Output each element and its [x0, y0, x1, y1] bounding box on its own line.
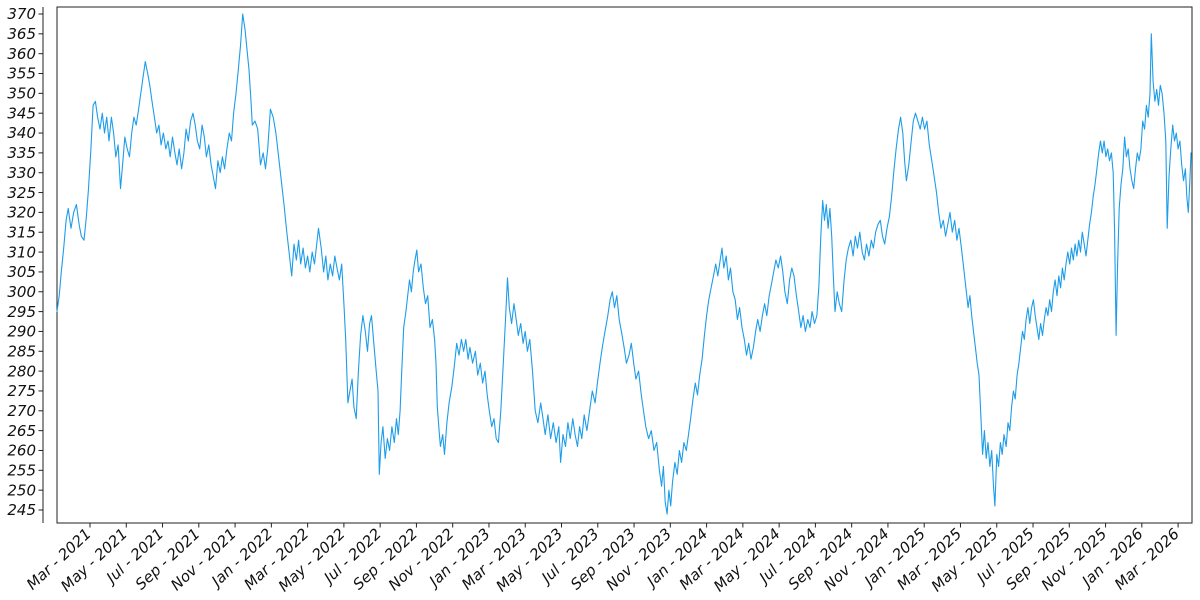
y-tick-label: 255 — [7, 462, 36, 480]
y-tick-label: 340 — [7, 124, 36, 142]
y-tick-label: 300 — [7, 283, 36, 301]
y-tick-label: 310 — [7, 243, 36, 261]
y-tick-label: 360 — [7, 45, 36, 63]
y-tick-label: 275 — [7, 382, 36, 400]
y-tick-label: 270 — [7, 402, 36, 420]
y-tick-label: 370 — [7, 5, 36, 23]
y-tick-label: 295 — [7, 303, 36, 321]
y-tick-label: 305 — [7, 263, 36, 281]
y-tick-label: 250 — [7, 481, 36, 499]
y-tick-label: 350 — [7, 85, 36, 103]
y-tick-label: 345 — [7, 104, 36, 122]
y-tick-label: 355 — [7, 65, 36, 83]
y-tick-label: 265 — [7, 422, 36, 440]
y-tick-label: 280 — [7, 362, 36, 380]
y-tick-label: 290 — [7, 323, 36, 341]
y-tick-label: 315 — [7, 223, 36, 241]
price-series-line — [56, 13, 1192, 515]
y-tick-label: 330 — [7, 164, 36, 182]
plot-border — [56, 6, 1193, 524]
y-tick-label: 285 — [7, 342, 36, 360]
y-tick-label: 320 — [7, 204, 36, 222]
y-tick-label: 325 — [7, 184, 36, 202]
y-tick-label: 245 — [7, 501, 36, 519]
y-tick-label: 365 — [7, 25, 36, 43]
y-tick-label: 335 — [7, 144, 36, 162]
y-tick-label: 260 — [7, 442, 36, 460]
